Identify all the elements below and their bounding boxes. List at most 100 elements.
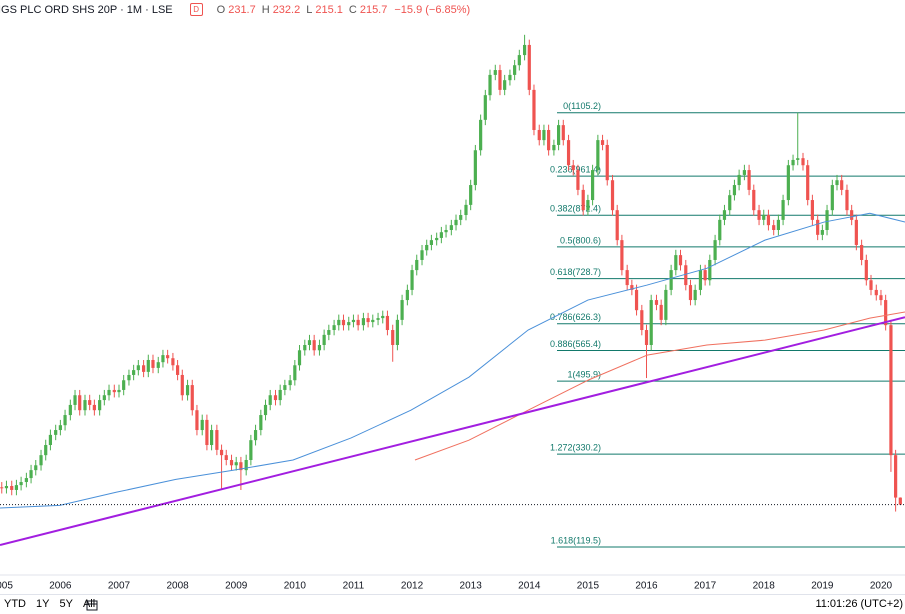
candle-body [190, 385, 194, 411]
candle-body [728, 195, 732, 211]
candle-body [708, 259, 712, 281]
candle-body [527, 44, 531, 90]
candle-body [649, 300, 653, 345]
candle-body [889, 325, 893, 456]
candle-body [684, 265, 688, 286]
range-button[interactable]: 5Y [59, 598, 73, 610]
candle-body [142, 365, 146, 372]
candle-body [688, 285, 693, 301]
candle-body [78, 395, 82, 411]
candle-body [171, 358, 175, 366]
candle-body [586, 200, 590, 211]
candle-body [39, 455, 43, 466]
candle-body [429, 240, 433, 245]
x-tick-label: 2018 [753, 581, 776, 592]
candle-body [854, 219, 858, 245]
x-tick-label: 2007 [108, 581, 131, 592]
x-tick-label: 2016 [635, 581, 658, 592]
calendar-icon[interactable] [86, 599, 98, 611]
candle-body [253, 430, 258, 441]
range-button[interactable]: 1Y [36, 598, 50, 610]
candle-body [127, 374, 131, 381]
candle-body [205, 419, 209, 446]
candle-body [405, 289, 409, 301]
overlay-line [0, 212, 905, 509]
candle-body [185, 385, 190, 396]
x-tick-label: 2010 [284, 581, 307, 592]
candle-body [766, 215, 771, 226]
candle-body [283, 385, 287, 390]
candle-body [54, 430, 58, 435]
candle-body [161, 355, 165, 363]
candle-body [156, 362, 160, 368]
x-tick-label: 2017 [694, 581, 717, 592]
candle-body [713, 240, 717, 260]
candle-body [29, 470, 33, 479]
candle-body [180, 374, 184, 396]
candle-body [200, 419, 204, 431]
x-tick-label: 2006 [49, 581, 72, 592]
candle-body [151, 359, 155, 368]
candle-body [605, 144, 609, 181]
fib-label: 0.786(626.3) [550, 312, 601, 322]
candle-body [341, 319, 346, 326]
candle-body [83, 400, 87, 411]
candle-body [874, 289, 878, 296]
candle-body [561, 125, 565, 141]
candle-body [513, 65, 517, 75]
badge[interactable]: D [189, 3, 203, 16]
candle-body [385, 315, 390, 331]
candle-body [176, 365, 180, 375]
candle-body [820, 230, 824, 235]
candle-body [596, 140, 600, 171]
fib-label: 0.236(961.4) [550, 164, 601, 174]
candle-body [693, 289, 697, 301]
candle-body [88, 400, 92, 405]
candle-body [659, 304, 663, 320]
candle-body [479, 119, 483, 151]
candle-body [869, 280, 873, 290]
ohlc-key: O [216, 3, 226, 16]
candle-body [459, 215, 463, 220]
candle-body [508, 74, 512, 81]
candle-body [215, 430, 219, 450]
candle-body [542, 129, 546, 141]
candle-body [464, 204, 468, 216]
candle-body [762, 215, 766, 220]
candle-body [307, 340, 312, 345]
candle-body [590, 170, 595, 201]
candle-body [332, 325, 336, 331]
candle-body [634, 289, 639, 311]
candle-body [293, 365, 297, 381]
x-tick-label: 2020 [870, 581, 893, 592]
candle-body [654, 300, 659, 305]
candle-body [816, 219, 820, 235]
candle-body [347, 322, 351, 326]
candle-body [224, 455, 228, 460]
candle-body [219, 449, 224, 456]
candle-body [517, 55, 521, 66]
candle-body [698, 270, 703, 290]
candle-body [244, 460, 248, 471]
candle-body [757, 210, 761, 220]
candle-body [249, 440, 253, 460]
candle-body [132, 370, 136, 375]
candle-body [630, 285, 634, 290]
ohlc-value: 215.7 [359, 3, 388, 16]
range-button[interactable]: YTD [4, 598, 26, 610]
candle-body [351, 319, 356, 323]
x-tick-label: 2008 [166, 581, 189, 592]
candle-body [322, 334, 326, 345]
candle-body [68, 404, 72, 416]
candle-body [644, 330, 649, 345]
candle-body [239, 462, 243, 471]
candle-body [894, 455, 898, 498]
candle-body [58, 425, 62, 431]
candle-body [366, 318, 370, 323]
ohlc-value: 232.2 [272, 3, 301, 16]
fib-label: 1(495.9) [567, 370, 601, 380]
fib-label: 0(1105.2) [563, 101, 601, 111]
candle-body [552, 144, 556, 151]
candle-body [473, 150, 477, 186]
